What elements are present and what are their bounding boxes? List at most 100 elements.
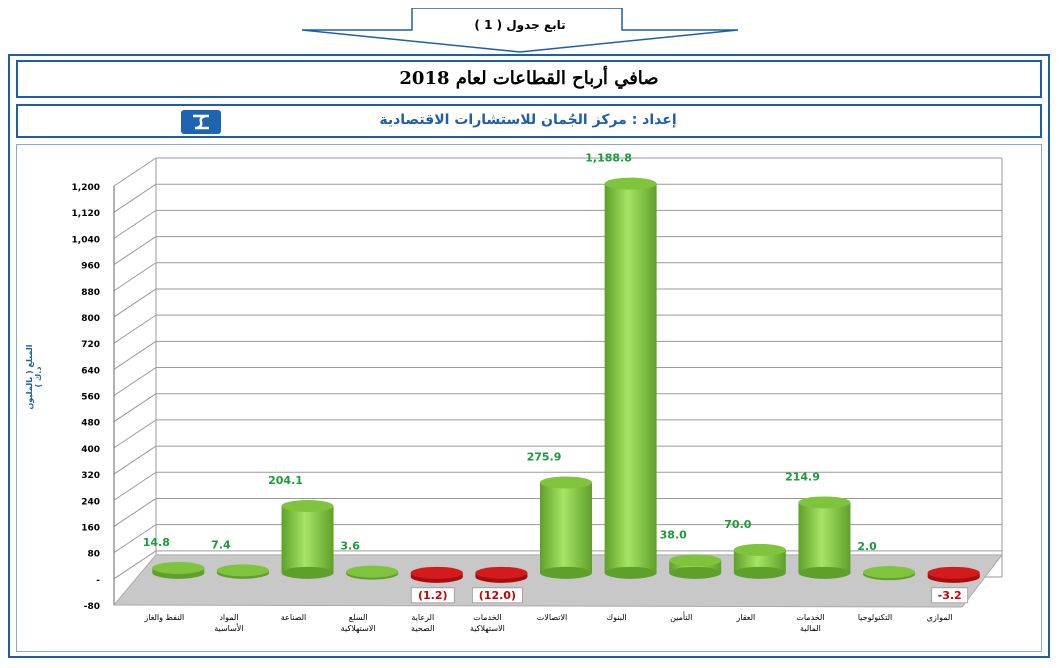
bar-base (604, 566, 657, 579)
x-tick-label: الصحية (411, 624, 434, 633)
x-tick-label: الأساسية (214, 623, 243, 633)
data-label: 38.0 (660, 528, 687, 541)
x-tick-label: العقار (735, 613, 755, 622)
y-tick-label: -80 (84, 602, 100, 612)
bar (540, 482, 592, 573)
bar-top (669, 554, 722, 567)
y-tick-label: 320 (81, 471, 100, 481)
bar (604, 183, 657, 573)
y-tick-label: - (96, 576, 100, 586)
data-label: 204.1 (268, 474, 303, 487)
data-label: 3.6 (340, 540, 360, 553)
x-tick-label: التكنولوجيا (858, 613, 892, 622)
bar-top (281, 500, 334, 513)
x-tick-label: الاستهلاكية (470, 624, 505, 633)
chart-frame (16, 144, 1042, 652)
data-label: 2.0 (857, 540, 877, 553)
y-tick-label: 880 (81, 288, 100, 298)
logo-icon (193, 114, 209, 130)
bar (733, 549, 786, 573)
bar-top (604, 177, 657, 190)
x-tick-label: السلع (349, 613, 368, 622)
x-tick-label: الرعاية (411, 613, 434, 622)
outer-frame (8, 54, 1050, 658)
x-tick-label: البنوك (607, 613, 627, 622)
bar (798, 502, 851, 573)
y-tick-label: 1,200 (72, 183, 100, 193)
data-label: 70.0 (724, 518, 751, 531)
y-tick-label: 240 (81, 497, 100, 507)
bar-top (798, 496, 851, 509)
y-tick-label: 1,120 (72, 209, 100, 219)
bar-base (281, 566, 334, 579)
y-tick-label: 960 (81, 262, 100, 272)
gridline-side (113, 157, 157, 187)
page-title: صافي أرباح القطاعات لعام 2018 (399, 68, 659, 89)
x-tick-label: الاستهلاكية (341, 624, 376, 633)
x-tick-label: الاتصالات (537, 613, 567, 622)
gridline-side (113, 471, 157, 501)
banner-text: تابع جدول ( 1 ) (474, 18, 566, 32)
gridline-side (113, 393, 157, 423)
y-tick-label: 400 (81, 445, 100, 455)
bar-top (863, 566, 916, 579)
y-tick-label: 80 (87, 550, 100, 560)
subtitle-box: إعداد : مركز الجُمان للاستشارات الاقتصاد… (16, 104, 1042, 138)
gridline-side (113, 367, 157, 396)
arrow-banner (301, 8, 739, 53)
x-tick-label: التأمين (670, 611, 692, 622)
y-tick-label: 160 (81, 523, 100, 533)
gridline-side (113, 262, 157, 292)
gridline-side (113, 498, 157, 527)
x-tick-label: النفط والغاز (143, 613, 184, 622)
gridline-side (113, 314, 157, 344)
gridline-side (113, 288, 157, 318)
x-tick-label: الصناعة (281, 613, 307, 622)
bar-top (733, 543, 786, 556)
page-title-box: صافي أرباح القطاعات لعام 2018 (16, 60, 1042, 98)
data-label: -3.2 (938, 589, 962, 602)
data-label: 7.4 (211, 538, 231, 551)
data-label: 275.9 (527, 450, 562, 463)
gridline-side (113, 445, 157, 475)
data-label: 14.8 (143, 536, 170, 549)
bar-top (540, 476, 592, 489)
data-label-box (471, 587, 523, 604)
bar-base (733, 566, 786, 579)
gridline-side (113, 209, 157, 239)
data-label: (12.0) (479, 589, 516, 602)
data-label-box (931, 587, 969, 604)
bar-top (410, 566, 463, 579)
logo (181, 110, 221, 134)
gridline-side (113, 524, 157, 554)
data-label-box (410, 587, 455, 604)
bar-top (346, 565, 399, 578)
data-label: 1,188.8 (585, 152, 632, 165)
bar-top (152, 561, 205, 574)
bar-top (475, 566, 528, 579)
y-tick-label: 1,040 (72, 235, 100, 245)
bar (281, 506, 334, 573)
x-tick-label: المالية (800, 624, 821, 633)
y-tick-label: 480 (81, 419, 100, 429)
data-label: (1.2) (418, 589, 448, 602)
bar-base (540, 566, 592, 579)
bar-top (216, 564, 269, 577)
gridline-side (113, 183, 157, 213)
gridline-side (113, 419, 157, 449)
bar-base (798, 566, 851, 579)
data-label: 214.9 (785, 470, 820, 483)
gridline-side (113, 550, 157, 580)
y-tick-label: 640 (81, 366, 100, 376)
gridline-side (113, 236, 157, 265)
subtitle-text: إعداد : مركز الجُمان للاستشارات الاقتصاد… (379, 112, 677, 128)
x-tick-label: المواد (219, 613, 238, 622)
x-tick-label: الموازي (927, 613, 953, 622)
x-tick-label: الخدمات (796, 613, 824, 622)
y-tick-label: 560 (81, 393, 100, 403)
x-tick-label: الخدمات (473, 613, 501, 622)
y-tick-label: 800 (81, 314, 100, 324)
gridline-side (113, 340, 157, 370)
y-axis-label: المبلغ ( بالمليون د.ك ) (25, 344, 43, 410)
